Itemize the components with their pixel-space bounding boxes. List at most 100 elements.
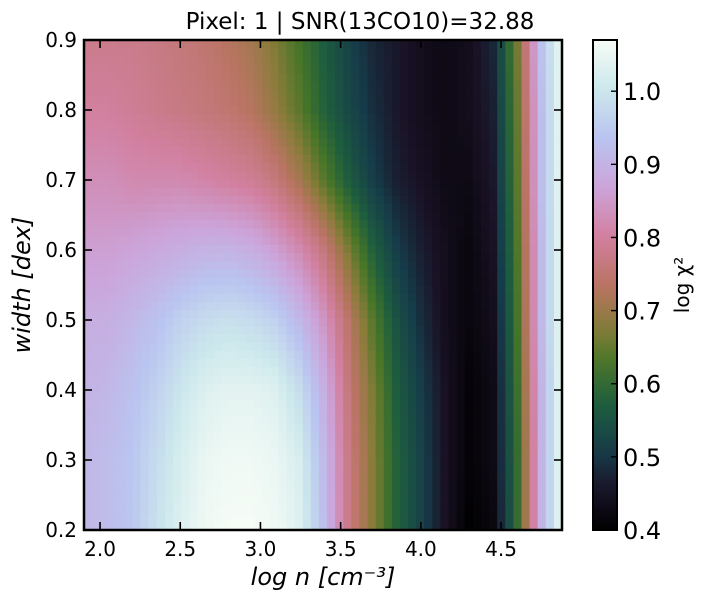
heatmap-cell [108,276,118,286]
heatmap-cell [424,472,433,482]
heatmap-cell [189,317,199,327]
heatmap-cell [464,154,474,164]
heatmap-cell [335,472,344,482]
heatmap-cell [537,138,547,147]
heatmap-cell [351,456,361,466]
heatmap-cell [448,276,458,286]
heatmap-cell [408,268,417,278]
heatmap-cell [505,89,514,98]
heatmap-cell [100,448,109,458]
heatmap-cell [424,423,433,433]
heatmap-cell [116,415,126,425]
heatmap-cell [156,432,166,441]
heatmap-cell [84,56,93,66]
heatmap-cell [229,456,239,466]
heatmap-cell [367,203,377,213]
heatmap-cell [537,342,547,351]
heatmap-cell [553,219,563,229]
heatmap-cell [84,154,93,164]
heatmap-cell [84,80,93,90]
heatmap-cell [181,276,190,286]
heatmap-cell [335,440,344,449]
heatmap-cell [529,448,539,458]
heatmap-cell [254,293,263,302]
heatmap-cell [124,113,134,123]
heatmap-cell [156,350,166,360]
heatmap-cell [359,317,369,327]
heatmap-cell [310,89,320,98]
heatmap-cell [294,138,304,147]
heatmap-cell [399,244,409,253]
heatmap-cell [116,195,126,204]
heatmap-cell [472,244,482,253]
heatmap-cell [553,129,563,139]
heatmap-cell [254,358,263,368]
heatmap-cell [286,48,296,57]
heatmap-cell [521,456,531,466]
heatmap-cell [221,129,231,139]
heatmap-cell [229,472,239,482]
heatmap-cell [440,252,450,262]
heatmap-cell [213,497,223,507]
heatmap-cell [140,195,150,204]
heatmap-cell [302,154,312,164]
heatmap-cell [197,146,207,155]
heatmap-cell [448,497,458,507]
heatmap-cell [318,456,328,466]
heatmap-cell [205,146,215,155]
heatmap-cell [132,358,142,368]
heatmap-cell [343,415,352,425]
heatmap-cell [553,440,563,449]
heatmap-cell [553,497,563,507]
heatmap-cell [229,121,239,131]
heatmap-cell [391,138,401,147]
heatmap-cell [92,489,101,498]
heatmap-cell [505,97,514,106]
heatmap-cell [440,178,450,188]
heatmap-cell [148,481,158,490]
heatmap-cell [489,358,498,368]
heatmap-cell [294,260,304,270]
heatmap-cell [424,513,433,523]
heatmap-cell [84,285,93,294]
heatmap-cell [327,64,336,74]
heatmap-cell [237,481,247,490]
heatmap-cell [351,391,361,400]
heatmap-cell [92,72,101,82]
heatmap-cell [246,374,255,384]
heatmap-cell [181,513,190,523]
heatmap-cell [448,472,458,482]
heatmap-cell [254,80,263,90]
heatmap-cell [432,325,442,335]
heatmap-cell [432,203,442,213]
heatmap-cell [302,72,312,82]
heatmap-cell [424,456,433,466]
heatmap-cell [529,138,539,147]
heatmap-cell [181,154,190,164]
heatmap-cell [92,129,101,139]
heatmap-cell [148,146,158,155]
heatmap-cell [448,138,458,147]
heatmap-cell [205,154,215,164]
heatmap-cell [399,423,409,433]
heatmap-cell [505,391,514,400]
heatmap-cell [140,497,150,507]
heatmap-cell [270,56,280,66]
heatmap-cell [286,358,296,368]
heatmap-cell [472,252,482,262]
heatmap-cell [489,154,498,164]
heatmap-cell [367,227,377,237]
heatmap-cell [472,260,482,270]
heatmap-cell [270,72,280,82]
heatmap-cell [181,268,190,278]
heatmap-cell [537,513,547,523]
heatmap-cell [375,285,385,294]
heatmap-cell [408,399,417,409]
heatmap-cell [521,399,531,409]
heatmap-cell [148,64,158,74]
heatmap-cell [165,146,174,155]
heatmap-cell [472,432,482,441]
heatmap-cell [294,48,304,57]
heatmap-cell [221,146,231,155]
heatmap-cell [424,146,433,155]
